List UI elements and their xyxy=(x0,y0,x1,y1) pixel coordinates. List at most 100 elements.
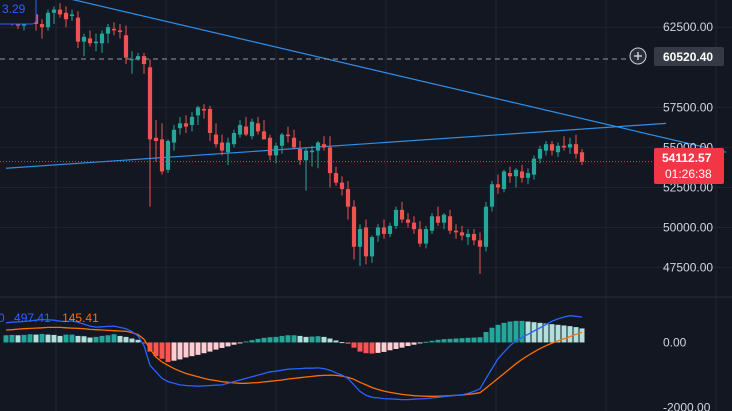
candle-body xyxy=(159,139,165,172)
candle xyxy=(411,216,417,234)
candle xyxy=(321,136,327,151)
macd-histogram-bar xyxy=(285,335,291,343)
signal-legend-value: 145.41 xyxy=(62,311,99,325)
candle xyxy=(465,229,471,246)
candle xyxy=(51,6,57,25)
macd-histogram-bar xyxy=(57,335,63,343)
candle xyxy=(171,124,177,151)
macd-histogram-bar xyxy=(525,321,531,343)
candle-body xyxy=(207,108,213,133)
macd-histogram-bar xyxy=(519,320,525,343)
candle-body xyxy=(81,36,87,42)
macd-legend-prefix: 0 xyxy=(0,311,5,325)
candle-body xyxy=(213,134,219,145)
candle xyxy=(237,120,243,138)
macd-histogram-bar xyxy=(147,342,153,352)
macd-histogram-bar xyxy=(75,335,81,343)
corner-value-badge: 3.29 xyxy=(0,0,37,25)
macd-histogram-bar xyxy=(561,325,567,343)
macd-pane xyxy=(3,315,585,401)
candle-body xyxy=(255,123,261,132)
macd-histogram-bar xyxy=(579,328,585,343)
macd-histogram-bar xyxy=(87,337,93,343)
macd-histogram-bar xyxy=(405,342,411,347)
candle xyxy=(279,132,285,154)
candle-body xyxy=(369,237,375,257)
candle xyxy=(351,200,357,260)
macd-histogram-bar xyxy=(117,335,123,343)
candle xyxy=(387,222,393,238)
macd-histogram-bar xyxy=(465,337,471,343)
macd-histogram-bar xyxy=(207,342,213,352)
candle-body xyxy=(567,144,573,148)
candle-body xyxy=(471,233,477,241)
macd-histogram-bar xyxy=(183,342,189,358)
macd-histogram-bar xyxy=(201,342,207,354)
candle-body xyxy=(231,132,237,145)
candle-body xyxy=(483,206,489,247)
candle-body xyxy=(219,142,225,151)
candle xyxy=(459,225,465,241)
candle-body xyxy=(357,229,363,247)
candle-body xyxy=(273,145,279,156)
candle xyxy=(93,33,99,52)
horizontal-line-tag[interactable]: 60520.40 xyxy=(629,47,724,66)
candle xyxy=(99,30,105,53)
macd-histogram-bar xyxy=(45,334,51,343)
candle xyxy=(471,229,477,246)
trendline-2[interactable] xyxy=(5,122,667,169)
macd-tick-label: -2000.00 xyxy=(663,401,711,411)
macd-histogram-bar xyxy=(315,336,321,343)
candle xyxy=(267,134,273,161)
macd-histogram-bar xyxy=(171,342,177,361)
candle-body xyxy=(291,137,297,148)
macd-histogram-bar xyxy=(513,320,519,343)
trendline-1[interactable] xyxy=(6,0,727,153)
candle-body xyxy=(339,182,345,190)
candle xyxy=(297,140,303,166)
candle-body xyxy=(297,149,303,161)
macd-histogram-bar xyxy=(129,338,135,343)
candle-body xyxy=(309,150,315,153)
candle xyxy=(435,206,441,226)
candle xyxy=(573,134,579,159)
candle-body xyxy=(321,144,327,148)
candle xyxy=(165,139,171,174)
candle xyxy=(255,116,261,135)
macd-axis[interactable]: 0.00 -2000.00 xyxy=(663,335,711,411)
macd-histogram-bar xyxy=(489,327,495,343)
candle-body xyxy=(459,232,465,236)
macd-histogram-bar xyxy=(225,342,231,347)
candle-body xyxy=(429,216,435,231)
candle-body xyxy=(405,219,411,223)
macd-histogram-bar xyxy=(441,339,447,343)
candle-body xyxy=(279,134,285,146)
candle xyxy=(105,24,111,44)
bar-countdown: 01:26:38 xyxy=(665,167,712,181)
price-lines xyxy=(0,58,654,163)
candle-body xyxy=(495,184,501,188)
macd-histogram-bar xyxy=(81,336,87,343)
candle xyxy=(441,213,447,230)
candle-body xyxy=(249,121,255,137)
macd-histogram-bar xyxy=(189,342,195,357)
candle xyxy=(231,129,237,148)
candle-body xyxy=(243,126,249,135)
price-tick-label: 47500.00 xyxy=(663,261,713,275)
macd-histogram-bar xyxy=(297,335,303,343)
candle-body xyxy=(45,12,51,28)
candle xyxy=(207,105,213,141)
candle xyxy=(429,213,435,234)
candle xyxy=(579,149,585,166)
candle xyxy=(219,134,225,156)
candle xyxy=(345,181,351,220)
candle-body xyxy=(129,59,135,61)
candle xyxy=(507,166,513,183)
trendlines[interactable] xyxy=(5,0,727,169)
macd-histogram-bar xyxy=(219,342,225,348)
candle-body xyxy=(465,233,471,238)
candle xyxy=(393,206,399,230)
macd-histogram-bar xyxy=(447,338,453,343)
candle xyxy=(525,168,531,185)
